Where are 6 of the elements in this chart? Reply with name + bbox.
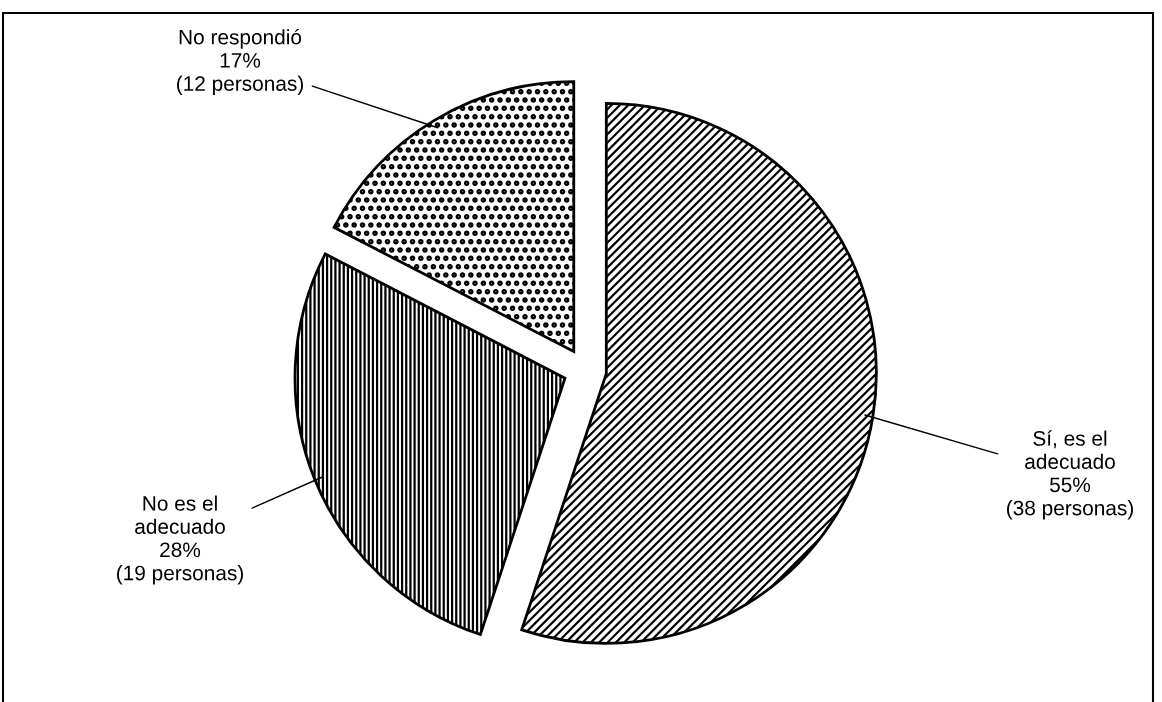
data-label: 28% (19 personas) — [117, 542, 243, 585]
slice-label: Sí, es el adecuado — [1025, 430, 1115, 469]
slice-label: No es el adecuado — [135, 495, 225, 534]
slice-label: No respondió — [179, 28, 302, 49]
data-label: 55% (38 personas) — [1007, 477, 1133, 520]
data-label: 17% (12 personas) — [177, 53, 303, 96]
